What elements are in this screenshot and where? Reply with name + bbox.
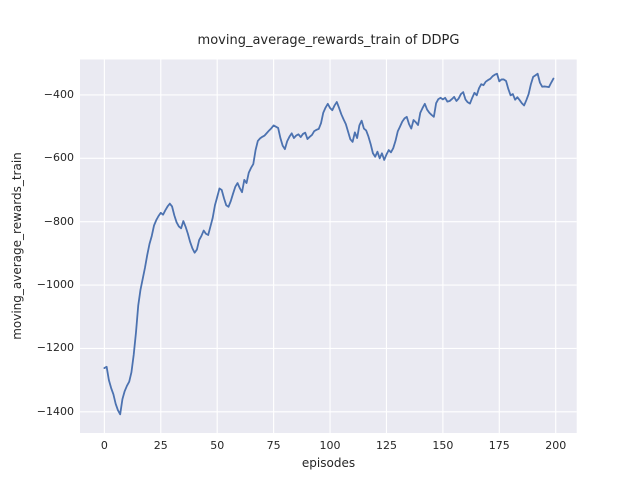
y-tick-label: −1200: [36, 341, 74, 355]
data-line-ddpg: [103, 72, 555, 416]
x-tick-label: 100: [319, 439, 341, 452]
x-tick-label: 150: [432, 439, 454, 452]
y-tick-label: −600: [43, 151, 74, 165]
y-tick-label: −1000: [36, 278, 74, 292]
x-tick-label: 25: [153, 439, 168, 452]
x-axis-label: episodes: [301, 456, 356, 470]
x-tick-label: 75: [266, 439, 281, 452]
y-axis-label: moving_average_rewards_train: [10, 152, 24, 340]
x-tick-label: 125: [375, 439, 397, 452]
x-tick-label: 175: [488, 439, 510, 452]
x-tick-label: 50: [210, 439, 225, 452]
y-tick-label: −800: [43, 214, 74, 228]
y-tick-label: −1400: [36, 404, 74, 418]
plot-background: [80, 59, 577, 433]
chart-title: moving_average_rewards_train of DDPG: [197, 33, 460, 48]
x-tick-label: 200: [545, 439, 567, 452]
x-tick-label: 0: [100, 439, 108, 452]
y-tick-label: −400: [43, 87, 74, 101]
